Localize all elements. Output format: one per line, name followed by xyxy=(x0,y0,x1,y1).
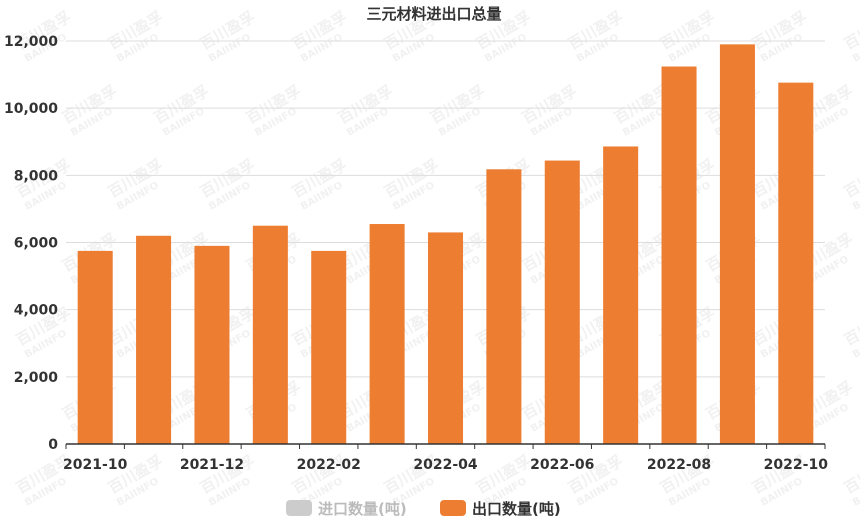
watermark-text: 百川盈孚 xyxy=(841,156,860,202)
bar[interactable] xyxy=(603,146,639,444)
y-tick-label: 6,000 xyxy=(14,236,59,252)
legend-item[interactable]: 进口数量(吨) xyxy=(286,500,407,518)
bar[interactable] xyxy=(77,250,113,444)
x-tick-label: 2021-10 xyxy=(63,457,128,473)
legend-item[interactable]: 出口数量(吨) xyxy=(440,500,561,518)
bars xyxy=(77,44,814,445)
bar[interactable] xyxy=(311,250,347,444)
chart-title: 三元材料进出口总量 xyxy=(366,5,501,23)
x-tick-label: 2022-04 xyxy=(413,457,478,473)
x-tick-label: 2021-12 xyxy=(180,457,244,473)
bar[interactable] xyxy=(252,225,288,444)
bar[interactable] xyxy=(486,169,522,444)
x-tick-label: 2022-06 xyxy=(530,457,594,473)
watermark-text: 百川盈孚 xyxy=(841,8,860,54)
bar[interactable] xyxy=(427,232,464,444)
y-tick-label: 4,000 xyxy=(14,303,59,319)
bar[interactable] xyxy=(544,160,580,444)
x-tick-label: 2022-10 xyxy=(764,457,829,473)
bar[interactable] xyxy=(719,44,755,444)
bar[interactable] xyxy=(136,235,172,444)
y-tick-label: 0 xyxy=(48,437,58,453)
bar[interactable] xyxy=(778,82,814,444)
y-tick-label: 10,000 xyxy=(4,101,58,117)
watermark-text: 百川盈孚 xyxy=(841,452,860,498)
bar[interactable] xyxy=(661,66,697,445)
bar[interactable] xyxy=(194,245,230,444)
legend-label: 进口数量(吨) xyxy=(318,500,407,518)
legend-label: 出口数量(吨) xyxy=(472,500,561,518)
axes: 0 2,000 4,000 6,000 8,000 10,000 12,000 2021-10… xyxy=(4,34,828,473)
legend[interactable]: 进口数量(吨) 出口数量(吨) xyxy=(286,500,561,518)
y-tick-label: 12,000 xyxy=(4,34,58,50)
x-tick-label: 2022-02 xyxy=(297,457,361,473)
legend-swatch xyxy=(286,500,312,516)
bar[interactable] xyxy=(369,224,405,444)
x-tick-label: 2022-08 xyxy=(647,457,711,473)
y-tick-label: 8,000 xyxy=(14,168,59,184)
watermark-text: 百川盈孚 xyxy=(841,304,860,350)
y-tick-label: 2,000 xyxy=(14,370,59,386)
legend-swatch xyxy=(440,500,466,516)
